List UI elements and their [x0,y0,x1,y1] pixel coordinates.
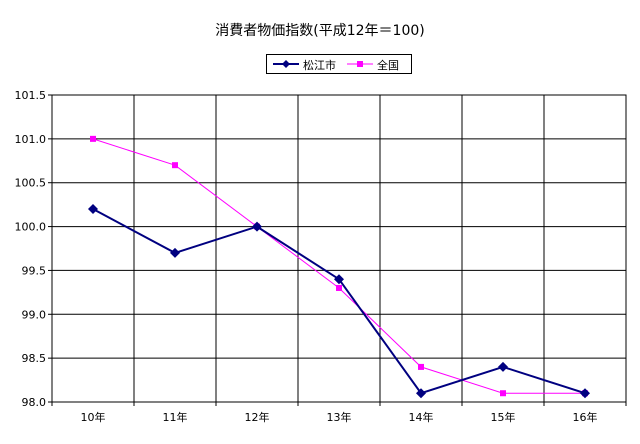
data-point-matsue [334,274,344,285]
x-tick-label: 14年 [409,410,434,424]
data-point-national [418,363,424,370]
plot-area [51,94,627,403]
x-tick-label: 15年 [491,410,516,424]
y-tick-label: 98.5 [22,352,47,365]
y-tick-label: 101.5 [15,89,47,102]
chart-title: 消費者物価指数(平成12年＝100) [215,23,425,39]
legend-item-matsue: 松江市 [271,55,336,73]
x-tick-label: 13年 [327,410,352,424]
y-tick-label: 100.0 [15,221,47,234]
data-point-matsue [88,204,98,215]
x-tick-label: 16年 [573,410,598,424]
data-point-matsue [580,388,590,399]
x-tick-label: 12年 [245,410,270,424]
data-point-national [336,284,342,291]
y-tick-label: 101.0 [15,133,47,146]
legend-label-national: 全国 [377,59,399,72]
legend-item-national: 全国 [345,55,399,73]
x-tick-label: 10年 [81,410,106,424]
data-point-matsue [170,247,180,258]
legend: 松江市 全国 [266,54,412,74]
data-point-matsue [498,361,508,372]
data-point-national [500,390,506,397]
data-point-national [172,162,178,169]
data-point-matsue [416,388,426,399]
legend-label-matsue: 松江市 [303,59,336,72]
y-tick-label: 99.0 [22,308,47,321]
legend-swatch-national [347,61,373,67]
y-tick-label: 100.5 [15,177,47,190]
data-point-matsue [252,221,262,232]
data-point-national [90,135,96,142]
y-tick-label: 98.0 [22,396,47,409]
y-tick-label: 99.5 [22,264,47,277]
x-tick-label: 11年 [163,410,188,424]
legend-swatch-matsue [273,60,299,68]
